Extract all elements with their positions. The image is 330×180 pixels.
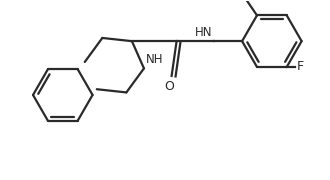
Text: HN: HN: [195, 26, 212, 39]
Text: O: O: [165, 80, 175, 93]
Text: NH: NH: [146, 53, 163, 66]
Text: F: F: [297, 60, 304, 73]
